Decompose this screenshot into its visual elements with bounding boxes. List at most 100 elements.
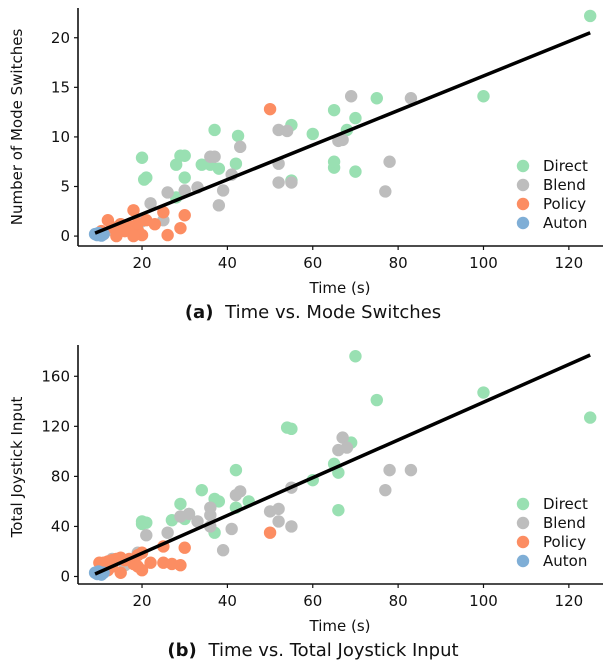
- panel-b-point-blend: [379, 483, 392, 497]
- panel-b-point-direct: [135, 517, 149, 531]
- panel-a-caption: (a) Time vs. Mode Switches: [185, 302, 441, 323]
- panel-b-point-policy: [178, 541, 191, 554]
- panel-b-caption-tag: (b): [167, 640, 196, 661]
- panel-a-point-direct: [349, 111, 362, 125]
- panel-b-y-ticks: 0 40 80 120 160: [41, 367, 78, 585]
- panel-b-x-tick-label: 120: [555, 592, 584, 610]
- panel-a-y-tick-label: 10: [51, 128, 70, 146]
- panel-a-legend-label-auton: Auton: [543, 214, 587, 232]
- panel-b-x-axis-label: Time (s): [309, 617, 371, 635]
- panel-b-point-blend: [263, 505, 277, 518]
- panel-b-x-tick-label: 60: [303, 592, 322, 610]
- panel-b-point-direct: [477, 386, 490, 399]
- panel-b-x-tick-label: 80: [389, 592, 408, 610]
- panel-b-y-tick-label: 0: [60, 567, 70, 585]
- panel-a-point-blend: [178, 184, 191, 197]
- panel-a-point-blend: [161, 186, 174, 199]
- panel-a-point-direct: [135, 151, 149, 164]
- panel-b-point-blend: [216, 544, 230, 557]
- panel-a-point-direct: [327, 103, 341, 117]
- panel-b-plot-area: [88, 350, 597, 581]
- panel-a-point-policy: [127, 204, 140, 217]
- panel-b-point-blend: [182, 507, 196, 521]
- panel-a-point-direct: [212, 162, 226, 175]
- panel-a-point-direct: [169, 158, 183, 171]
- panel-a-point-direct: [231, 129, 245, 143]
- panel-b-legend-label-policy: Policy: [543, 533, 586, 551]
- panel-b-point-blend: [225, 522, 238, 536]
- panel-a-point-blend: [344, 90, 358, 103]
- panel-b-point-direct: [370, 393, 383, 407]
- panel-b-y-tick-label: 160: [41, 367, 70, 385]
- panel-b-legend-marker-auton: [516, 554, 530, 568]
- panel-a-legend-label-direct: Direct: [543, 157, 588, 175]
- panel-a-caption-text: Time vs. Mode Switches: [224, 302, 441, 323]
- panel-b-point-direct: [332, 503, 345, 517]
- panel-b-point-direct: [195, 483, 208, 497]
- panel-a-point-blend: [285, 176, 298, 189]
- panel-b-caption: (b) Time vs. Total Joystick Input: [167, 640, 458, 661]
- panel-b-point-blend: [204, 508, 217, 522]
- panel-a-point-blend: [144, 197, 157, 210]
- panel-a-y-tick-label: 5: [60, 178, 70, 196]
- panel-a-y-tick-label: 15: [51, 78, 70, 96]
- panel-b-y-tick-label: 80: [51, 467, 70, 485]
- panel-b-point-direct: [583, 411, 597, 424]
- panel-a-point-direct: [583, 9, 597, 23]
- panel-a-x-tick-label: 20: [132, 254, 151, 272]
- panel-b-point-direct: [212, 495, 226, 508]
- panel-b-y-tick-label: 40: [51, 517, 70, 535]
- panel-a-y-ticks: 0 5 10 15 20: [51, 29, 78, 245]
- panel-a-legend-marker-blend: [516, 178, 530, 192]
- panel-a-point-blend: [216, 184, 230, 197]
- panel-b-point-policy: [174, 559, 187, 572]
- panel-a-point-direct: [195, 158, 208, 171]
- panel-b-point-blend: [383, 463, 396, 477]
- panel-a-y-axis-label: Number of Mode Switches: [8, 29, 26, 226]
- panel-a-point-policy: [131, 216, 144, 230]
- panel-a-point-direct: [208, 123, 221, 137]
- panel-a-fit-line: [94, 31, 591, 235]
- panel-a-x-tick-label: 60: [303, 254, 322, 272]
- panel-a-time-vs-mode-switches: 20 40 60 80 100 120 0 5 10 15 20 Time (s) Number …: [8, 8, 603, 323]
- panel-b-legend-label-auton: Auton: [543, 552, 587, 570]
- panel-b-point-policy: [263, 526, 277, 539]
- panel-b-point-policy: [114, 566, 127, 579]
- panel-a-legend-label-blend: Blend: [543, 176, 586, 194]
- panel-a-point-blend: [280, 124, 294, 138]
- panel-a-x-tick-label: 100: [469, 254, 498, 272]
- panel-b-point-blend: [272, 515, 285, 528]
- panel-a-point-policy: [263, 102, 277, 116]
- panel-a-point-direct: [477, 90, 490, 103]
- panel-a-point-blend: [404, 92, 418, 105]
- panel-a-point-direct: [370, 92, 383, 105]
- panel-a-point-direct: [349, 165, 362, 178]
- panel-b-legend-label-blend: Blend: [543, 514, 586, 532]
- panel-b-legend-label-direct: Direct: [543, 495, 588, 513]
- panel-b-y-tick-label: 120: [41, 417, 70, 435]
- panel-a-point-blend: [272, 176, 285, 189]
- panel-a-caption-tag: (a): [185, 302, 214, 323]
- panel-b-caption-text: Time vs. Total Joystick Input: [208, 640, 459, 661]
- panel-a-legend-marker-auton: [516, 216, 530, 230]
- panel-a-plot-area: [88, 9, 597, 243]
- panel-b-point-blend: [161, 526, 174, 539]
- panel-b-point-policy: [144, 556, 157, 569]
- panel-b-point-blend: [140, 528, 153, 542]
- panel-a-x-tick-label: 40: [218, 254, 237, 272]
- panel-a-point-policy: [157, 206, 170, 219]
- panel-b-point-blend: [404, 463, 418, 477]
- panel-b-x-ticks: 20 40 60 80 100 120: [132, 584, 583, 610]
- panel-a-point-blend: [212, 199, 226, 212]
- panel-b-x-tick-label: 40: [218, 592, 237, 610]
- panel-a-point-blend: [233, 140, 247, 154]
- panel-a-point-direct: [178, 171, 191, 184]
- panel-a-y-tick-label: 20: [51, 29, 70, 47]
- panel-b-y-axis-label: Total Joystick Input: [8, 397, 26, 539]
- panel-a-point-direct: [306, 127, 319, 141]
- panel-a-x-ticks: 20 40 60 80 100 120: [132, 246, 583, 272]
- panel-b-point-direct: [174, 497, 187, 511]
